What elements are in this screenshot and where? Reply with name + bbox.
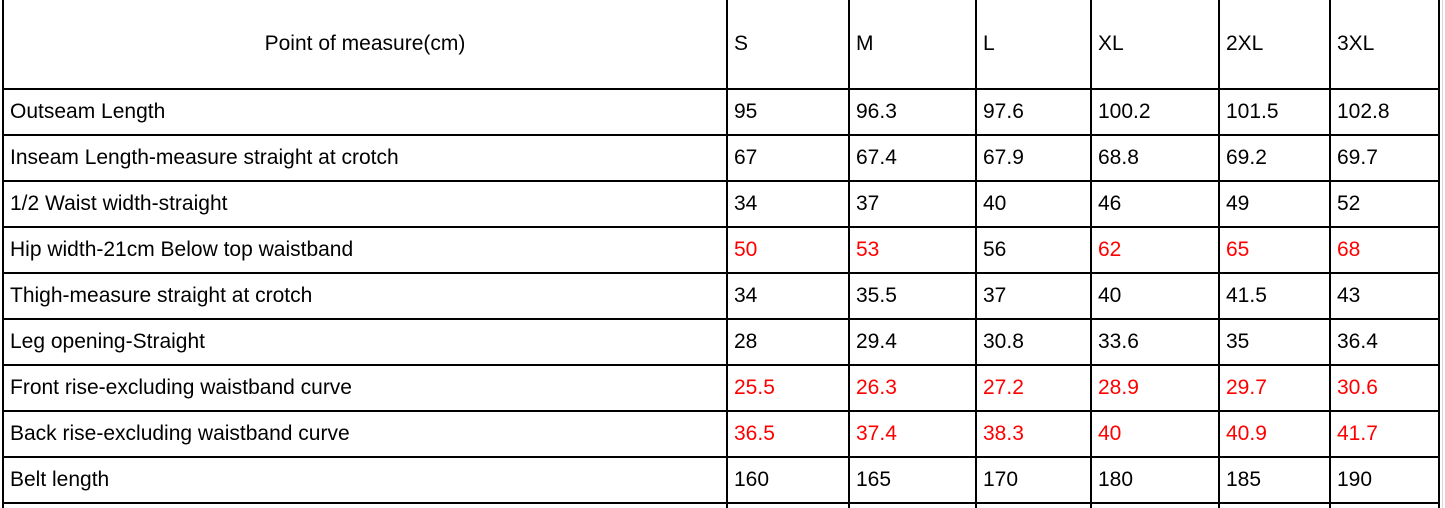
- table-row: Thigh-measure straight at crotch 34 35.5…: [2, 272, 1440, 320]
- cell-value: 69.7: [1329, 134, 1440, 182]
- cell-value: 30.6: [1329, 364, 1440, 412]
- measure-column-header: Point of measure(cm): [2, 0, 728, 90]
- cell-value: 65: [1218, 226, 1331, 274]
- row-label: Thigh-measure straight at crotch: [2, 272, 728, 320]
- cell-value: 52: [1329, 180, 1440, 228]
- cell-value: 41.7: [1329, 410, 1440, 458]
- cell-value: 46: [1090, 180, 1220, 228]
- empty-cell: [975, 502, 1092, 508]
- cell-value: 40: [975, 180, 1092, 228]
- cell-value: 69.2: [1218, 134, 1331, 182]
- row-label: Leg opening-Straight: [2, 318, 728, 366]
- cell-value: 102.8: [1329, 88, 1440, 136]
- cell-value: 27.2: [975, 364, 1092, 412]
- table-row: Hip width-21cm Below top waistband 50 53…: [2, 226, 1440, 274]
- cell-value: 35.5: [848, 272, 977, 320]
- size-header-l: L: [975, 0, 1092, 90]
- empty-cell: [848, 502, 977, 508]
- cell-value: 97.6: [975, 88, 1092, 136]
- cell-value: 38.3: [975, 410, 1092, 458]
- row-label: Hip width-21cm Below top waistband: [2, 226, 728, 274]
- cell-value: 34: [726, 272, 850, 320]
- cell-value: 67: [726, 134, 850, 182]
- empty-cell: [1329, 502, 1440, 508]
- row-label: Front rise-excluding waistband curve: [2, 364, 728, 412]
- cell-value: 28: [726, 318, 850, 366]
- table-row: Leg opening-Straight 28 29.4 30.8 33.6 3…: [2, 318, 1440, 366]
- cell-value: 40.9: [1218, 410, 1331, 458]
- cell-value: 49: [1218, 180, 1331, 228]
- size-header-2xl: 2XL: [1218, 0, 1331, 90]
- right-edge-gridline: [1442, 0, 1443, 508]
- cell-value: 40: [1090, 272, 1220, 320]
- header-row: Point of measure(cm) S M L XL 2XL 3XL: [2, 0, 1440, 90]
- cell-value: 29.7: [1218, 364, 1331, 412]
- cell-value: 40: [1090, 410, 1220, 458]
- empty-cell: [726, 502, 850, 508]
- cell-value: 43: [1329, 272, 1440, 320]
- row-label: 1/2 Waist width-straight: [2, 180, 728, 228]
- table-row: Back rise-excluding waistband curve 36.5…: [2, 410, 1440, 458]
- cell-value: 36.5: [726, 410, 850, 458]
- cell-value: 96.3: [848, 88, 977, 136]
- size-header-m: M: [848, 0, 977, 90]
- cell-value: 62: [1090, 226, 1220, 274]
- cell-value: 50: [726, 226, 850, 274]
- cell-value: 41.5: [1218, 272, 1331, 320]
- table-row: Outseam Length 95 96.3 97.6 100.2 101.5 …: [2, 88, 1440, 136]
- cell-value: 26.3: [848, 364, 977, 412]
- row-label: Belt length: [2, 456, 728, 504]
- cell-value: 190: [1329, 456, 1440, 504]
- cell-value: 160: [726, 456, 850, 504]
- cell-value: 28.9: [1090, 364, 1220, 412]
- table-row: Front rise-excluding waistband curve 25.…: [2, 364, 1440, 412]
- row-label: Outseam Length: [2, 88, 728, 136]
- size-header-xl: XL: [1090, 0, 1220, 90]
- cell-value: 37: [848, 180, 977, 228]
- cell-value: 100.2: [1090, 88, 1220, 136]
- cell-value: 37: [975, 272, 1092, 320]
- cell-value: 29.4: [848, 318, 977, 366]
- cell-value: 37.4: [848, 410, 977, 458]
- table-row: 1/2 Waist width-straight 34 37 40 46 49 …: [2, 180, 1440, 228]
- partial-next-row: [2, 502, 1440, 508]
- cell-value: 25.5: [726, 364, 850, 412]
- cell-value: 185: [1218, 456, 1331, 504]
- cell-value: 33.6: [1090, 318, 1220, 366]
- cell-value: 36.4: [1329, 318, 1440, 366]
- cell-value: 53: [848, 226, 977, 274]
- cell-value: 67.4: [848, 134, 977, 182]
- table-row: Inseam Length-measure straight at crotch…: [2, 134, 1440, 182]
- cell-value: 67.9: [975, 134, 1092, 182]
- cell-value: 95: [726, 88, 850, 136]
- cell-value: 101.5: [1218, 88, 1331, 136]
- cell-value: 165: [848, 456, 977, 504]
- table-row: Belt length 160 165 170 180 185 190: [2, 456, 1440, 504]
- cell-value: 68: [1329, 226, 1440, 274]
- cell-value: 35: [1218, 318, 1331, 366]
- cell-value: 56: [975, 226, 1092, 274]
- size-header-3xl: 3XL: [1329, 0, 1440, 90]
- empty-cell: [2, 502, 728, 508]
- cell-value: 180: [1090, 456, 1220, 504]
- row-label: Inseam Length-measure straight at crotch: [2, 134, 728, 182]
- row-label: Back rise-excluding waistband curve: [2, 410, 728, 458]
- cell-value: 170: [975, 456, 1092, 504]
- measurement-rows: Outseam Length 95 96.3 97.6 100.2 101.5 …: [2, 88, 1440, 504]
- cell-value: 34: [726, 180, 850, 228]
- cell-value: 68.8: [1090, 134, 1220, 182]
- size-header-s: S: [726, 0, 850, 90]
- empty-cell: [1090, 502, 1220, 508]
- cell-value: 30.8: [975, 318, 1092, 366]
- empty-cell: [1218, 502, 1331, 508]
